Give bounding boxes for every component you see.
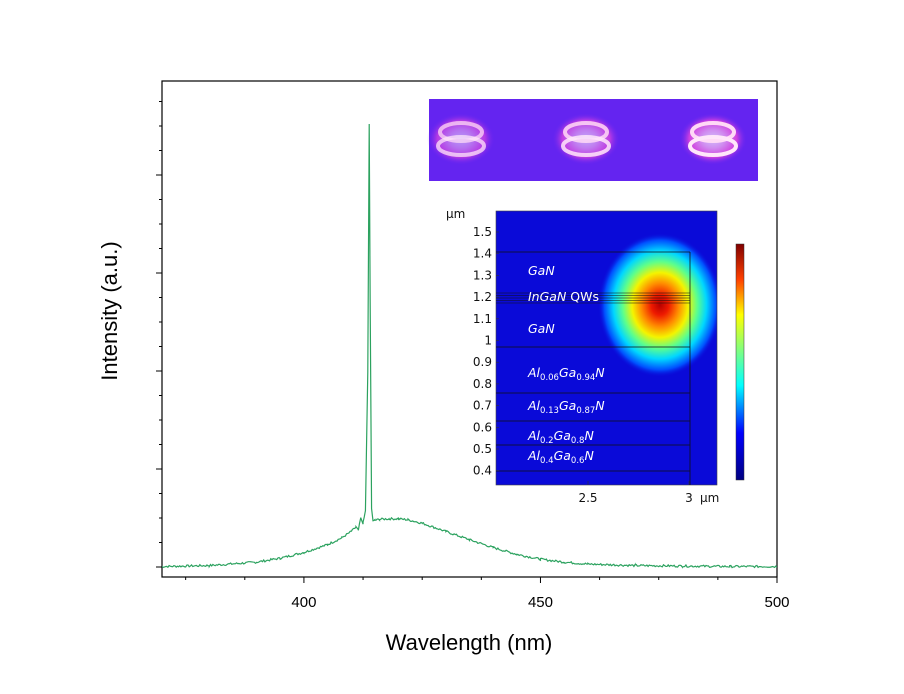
inset-y-axis: 1.5 1.4 1.3 1.2 1.1 1 0.9 0.8 0.7 0.6 0.5 0.4 — [473, 225, 499, 478]
inset-y-tick-label: 0.6 — [473, 420, 492, 434]
x-axis: 400 450 500 — [185, 577, 790, 611]
inset-y-tick-label: 0.7 — [473, 399, 492, 413]
layer-boundaries — [496, 251, 691, 485]
microdisk-top — [690, 121, 736, 143]
layer-label: Al0.13Ga0.87N — [527, 398, 605, 416]
inset-y-tick-label: 1.4 — [473, 247, 492, 261]
microdisk-bottom — [436, 135, 486, 157]
y-axis-title: Intensity (a.u.) — [97, 241, 122, 380]
layer-label: Al0.4Ga0.6N — [527, 448, 594, 466]
inset-y-tick-label: 1.2 — [473, 290, 492, 304]
colorbar — [735, 243, 745, 481]
inset-y-tick-label: 0.4 — [473, 464, 492, 478]
layer-label: Al0.06Ga0.94N — [527, 365, 605, 383]
inset-y-tick-label: 1.3 — [473, 268, 492, 282]
inset-x-unit: µm — [700, 491, 719, 505]
inset-x-axis: 2.5 3 — [578, 481, 693, 505]
inset-y-tick-label: 0.9 — [473, 355, 492, 369]
x-tick-label: 450 — [528, 594, 553, 611]
inset-y-tick-label: 0.5 — [473, 442, 492, 456]
microdisk-bottom — [688, 135, 738, 157]
layer-label: GaN — [528, 263, 555, 278]
microdisk-top — [563, 121, 609, 143]
plot-frame — [161, 80, 778, 578]
heatmap-frame — [495, 210, 718, 486]
inset-y-unit: µm — [446, 207, 465, 221]
mode-hotspot — [598, 233, 717, 377]
layer-label: GaN — [528, 321, 555, 336]
x-tick-label: 400 — [291, 594, 316, 611]
inset-x-tick-label: 3 — [685, 491, 693, 505]
inset-mode-profile: 1.51.41.31.21.110.90.80.70.60.50.4 2.5 3 … — [446, 207, 745, 505]
layer-labels: GaN InGaN QWs GaN Al0.06Ga0.94N Al0.13Ga0.87… — [527, 263, 605, 466]
quantum-well-lines — [496, 292, 690, 304]
inset-y-tick-label: 1.5 — [473, 225, 492, 239]
microdisk-top — [438, 121, 484, 143]
inset-photo — [427, 99, 758, 181]
inset-y-tick-label: 0.8 — [473, 377, 492, 391]
spectrum-line — [162, 123, 777, 569]
inset-y-tick-label: 1.1 — [473, 312, 492, 326]
layer-label: Al0.2Ga0.8N — [527, 428, 594, 446]
y-axis — [156, 101, 162, 568]
inset-x-tick-label: 2.5 — [578, 491, 597, 505]
microdisk-bottom — [561, 135, 611, 157]
x-tick-label: 500 — [764, 594, 789, 611]
x-axis-title: Wavelength (nm) — [386, 630, 553, 655]
layer-label: InGaN QWs — [528, 289, 599, 304]
inset-y-tick-label: 1 — [484, 334, 492, 348]
